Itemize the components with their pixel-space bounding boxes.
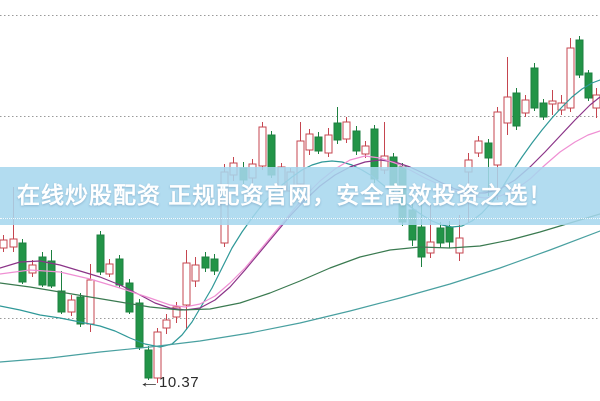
candle-body-down bbox=[484, 142, 493, 159]
candle-body-down bbox=[530, 67, 539, 109]
candle-body-up bbox=[86, 279, 95, 325]
candle-body-down bbox=[575, 39, 584, 76]
candle-body-up bbox=[455, 237, 464, 254]
candle-body-up bbox=[324, 134, 333, 154]
banner-gridline-dots bbox=[0, 218, 600, 219]
candle-body-down bbox=[352, 130, 361, 152]
candle-body-down bbox=[201, 256, 210, 269]
candle-body-down bbox=[445, 226, 454, 243]
candle-body-up bbox=[67, 299, 76, 313]
candle-body-down bbox=[47, 260, 56, 287]
candle-body-down bbox=[539, 102, 548, 118]
left-arrow-icon: ← bbox=[138, 374, 161, 391]
candle-body-down bbox=[210, 258, 219, 272]
candle-body-up bbox=[305, 133, 314, 151]
candle-body-up bbox=[557, 102, 566, 111]
candle-body-up bbox=[258, 126, 267, 167]
candle-body-up bbox=[28, 264, 37, 274]
ad-headline-text: 在线炒股配资 正规配资官网，安全高效投资之选！ bbox=[17, 182, 553, 208]
candle-body-down bbox=[436, 227, 445, 244]
candle-body-up bbox=[0, 239, 8, 249]
candle-body-up bbox=[162, 319, 171, 329]
candle-body-up bbox=[9, 238, 18, 248]
candle-body-down bbox=[76, 296, 85, 325]
candle-body-up bbox=[182, 262, 191, 306]
candle-body-up bbox=[548, 100, 557, 105]
candle-body-up bbox=[566, 47, 575, 109]
ma-teal-slow-line bbox=[0, 230, 600, 363]
candle-body-down bbox=[96, 234, 105, 273]
candle-body-up bbox=[191, 264, 200, 282]
candle-body-down bbox=[125, 282, 134, 313]
candle-body-down bbox=[57, 290, 66, 313]
candle-body-down bbox=[333, 122, 342, 141]
candle-body-up bbox=[474, 140, 483, 154]
low-price-annotation: ← 10.37 bbox=[138, 374, 199, 391]
candle-body-down bbox=[144, 349, 153, 379]
low-price-value: 10.37 bbox=[159, 374, 200, 391]
candle-body-down bbox=[135, 302, 144, 348]
candle-body-down bbox=[115, 258, 124, 286]
candle-body-down bbox=[512, 92, 521, 127]
candle-body-up bbox=[153, 331, 162, 379]
candle-body-up bbox=[493, 111, 502, 166]
candle-body-up bbox=[172, 306, 181, 318]
candle-body-up bbox=[361, 145, 370, 155]
candle-body-up bbox=[342, 121, 351, 140]
candle-body-up bbox=[105, 263, 114, 275]
candle-body-up bbox=[503, 96, 512, 124]
candle-body-down bbox=[314, 136, 323, 152]
ma-dark-green-line bbox=[0, 213, 600, 311]
candle-body-up bbox=[521, 99, 530, 114]
candle-body-up bbox=[592, 94, 600, 109]
candle-body-down bbox=[417, 226, 426, 258]
ad-banner-overlay: 在线炒股配资 正规配资官网，安全高效投资之选！ bbox=[0, 167, 600, 225]
